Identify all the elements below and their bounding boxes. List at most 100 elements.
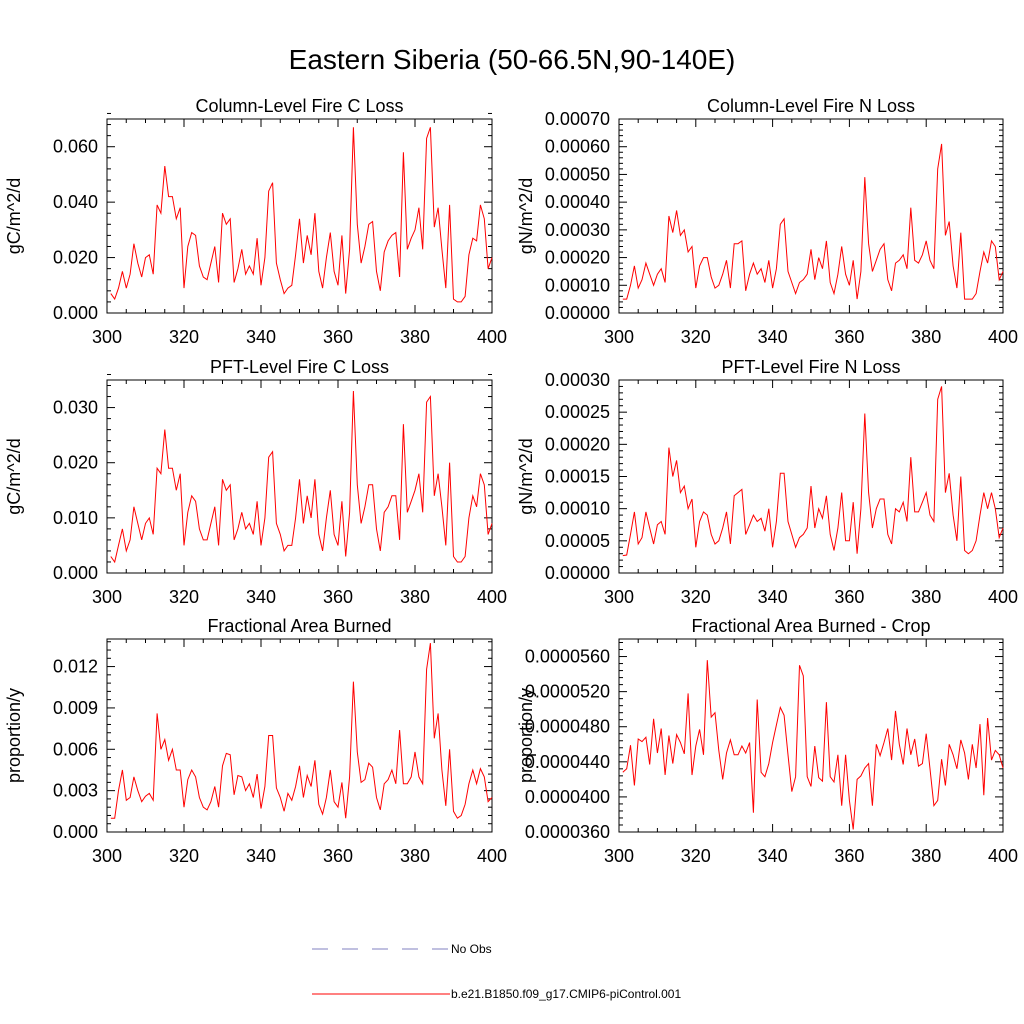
- series-line-b-e21-b1850-f09-g17-cmip6-picontrol-001: [622, 143, 1004, 300]
- x-tick-label: 340: [758, 846, 788, 866]
- series-line-b-e21-b1850-f09-g17-cmip6-picontrol-001: [622, 386, 1004, 557]
- x-tick-label: 400: [988, 587, 1018, 607]
- x-tick-label: 380: [400, 327, 430, 347]
- x-tick-label: 300: [604, 327, 634, 347]
- y-tick-label: 0.00005: [545, 531, 610, 551]
- x-tick-label: 320: [681, 327, 711, 347]
- y-tick-label: 0.00030: [545, 220, 610, 240]
- chart-column-level-fire-n-loss: Column-Level Fire N Loss gN/m^2/d 300 320 34…: [516, 96, 1018, 347]
- chart-fractional-area-burned: Fractional Area Burned proportion/y 300 320…: [4, 616, 507, 866]
- y-tick-label: 0.00010: [545, 275, 610, 295]
- y-tick-label: 0.00020: [545, 434, 610, 454]
- y-tick-label: 0.0000440: [525, 752, 610, 772]
- x-tick-label: 360: [834, 327, 864, 347]
- y-axis-label: gN/m^2/d: [516, 438, 536, 514]
- x-tick-label: 340: [758, 587, 788, 607]
- chart-title: PFT-Level Fire C Loss: [210, 357, 389, 377]
- plot-frame: [106, 379, 493, 574]
- y-tick-label: 0.030: [53, 398, 98, 418]
- x-tick-label: 380: [400, 846, 430, 866]
- y-axis-label: gN/m^2/d: [516, 178, 536, 254]
- chart-title: PFT-Level Fire N Loss: [721, 357, 900, 377]
- chart-pft-level-fire-c-loss: PFT-Level Fire C Loss gC/m^2/d 300 320 340 36…: [4, 357, 507, 607]
- y-tick-label: 0.0000400: [525, 787, 610, 807]
- x-tick-label: 400: [477, 846, 507, 866]
- x-tick-label: 360: [834, 846, 864, 866]
- y-tick-label: 0.012: [53, 657, 98, 677]
- x-tick-label: 360: [323, 846, 353, 866]
- x-tick-label: 320: [681, 846, 711, 866]
- x-tick-label: 360: [834, 587, 864, 607]
- x-tick-label: 340: [246, 587, 276, 607]
- y-tick-label: 0.00015: [545, 467, 610, 487]
- y-tick-label: 0.003: [53, 781, 98, 801]
- x-tick-label: 300: [92, 587, 122, 607]
- y-tick-label: 0.010: [53, 508, 98, 528]
- x-tick-label: 300: [92, 327, 122, 347]
- x-tick-label: 380: [400, 587, 430, 607]
- x-tick-label: 380: [911, 846, 941, 866]
- chart-title: Column-Level Fire N Loss: [707, 96, 915, 116]
- x-tick-label: 320: [681, 587, 711, 607]
- chart-fractional-area-burned-crop: Fractional Area Burned - Crop proportion/…: [516, 616, 1018, 866]
- y-tick-label: 0.00040: [545, 192, 610, 212]
- plot-frame: [618, 379, 1004, 574]
- y-axis-label: proportion/y: [516, 688, 536, 783]
- y-axis-label: gC/m^2/d: [4, 438, 24, 514]
- chart-title: Fractional Area Burned - Crop: [691, 616, 930, 636]
- x-tick-label: 400: [988, 327, 1018, 347]
- x-tick-label: 380: [911, 587, 941, 607]
- chart-panels: Column-Level Fire C Loss gC/m^2/d 300 320 34…: [4, 96, 1018, 866]
- x-tick-label: 380: [911, 327, 941, 347]
- x-tick-label: 320: [169, 846, 199, 866]
- x-tick-label: 360: [323, 327, 353, 347]
- y-tick-label: 0.00060: [545, 137, 610, 157]
- figure-title: Eastern Siberia (50-66.5N,90-140E): [288, 44, 736, 75]
- series-line-b-e21-b1850-f09-g17-cmip6-picontrol-001: [110, 127, 493, 303]
- y-axis-label: gC/m^2/d: [4, 178, 24, 254]
- y-axis-label: proportion/y: [4, 688, 24, 783]
- y-tick-label: 0.00020: [545, 248, 610, 268]
- x-tick-label: 320: [169, 587, 199, 607]
- x-tick-label: 360: [323, 587, 353, 607]
- y-tick-label: 0.00025: [545, 402, 610, 422]
- y-tick-label: 0.00050: [545, 164, 610, 184]
- series-line-b-e21-b1850-f09-g17-cmip6-picontrol-001: [622, 660, 1004, 830]
- chart-title: Column-Level Fire C Loss: [195, 96, 403, 116]
- x-tick-label: 400: [988, 846, 1018, 866]
- y-tick-label: 0.00070: [545, 109, 610, 129]
- y-tick-label: 0.040: [53, 192, 98, 212]
- y-tick-label: 0.000: [53, 303, 98, 323]
- x-tick-label: 340: [758, 327, 788, 347]
- x-tick-label: 400: [477, 327, 507, 347]
- y-tick-label: 0.00010: [545, 499, 610, 519]
- y-tick-label: 0.00000: [545, 563, 610, 583]
- y-tick-label: 0.020: [53, 453, 98, 473]
- series-line-b-e21-b1850-f09-g17-cmip6-picontrol-001: [110, 390, 493, 564]
- x-tick-label: 340: [246, 846, 276, 866]
- y-tick-label: 0.00000: [545, 303, 610, 323]
- y-tick-label: 0.0000520: [525, 682, 610, 702]
- x-tick-label: 400: [477, 587, 507, 607]
- chart-column-level-fire-c-loss: Column-Level Fire C Loss gC/m^2/d 300 320 34…: [4, 96, 507, 347]
- y-tick-label: 0.0000360: [525, 822, 610, 842]
- y-tick-label: 0.000: [53, 822, 98, 842]
- chart-title: Fractional Area Burned: [207, 616, 391, 636]
- y-tick-label: 0.00030: [545, 370, 610, 390]
- x-tick-label: 300: [604, 587, 634, 607]
- legend-model-label: b.e21.B1850.f09_g17.CMIP6-piControl.001: [451, 987, 682, 1001]
- series-line-b-e21-b1850-f09-g17-cmip6-picontrol-001: [110, 643, 493, 819]
- x-tick-label: 320: [169, 327, 199, 347]
- y-tick-label: 0.060: [53, 137, 98, 157]
- x-tick-label: 300: [92, 846, 122, 866]
- x-tick-label: 340: [246, 327, 276, 347]
- legend-no-obs-label: No Obs: [451, 942, 492, 956]
- legend: [312, 948, 450, 995]
- chart-pft-level-fire-n-loss: PFT-Level Fire N Loss gN/m^2/d 300 320 340 36…: [516, 357, 1018, 607]
- y-tick-label: 0.0000480: [525, 717, 610, 737]
- y-tick-label: 0.009: [53, 698, 98, 718]
- y-tick-label: 0.006: [53, 739, 98, 759]
- y-tick-label: 0.000: [53, 563, 98, 583]
- plot-frame: [618, 118, 1004, 314]
